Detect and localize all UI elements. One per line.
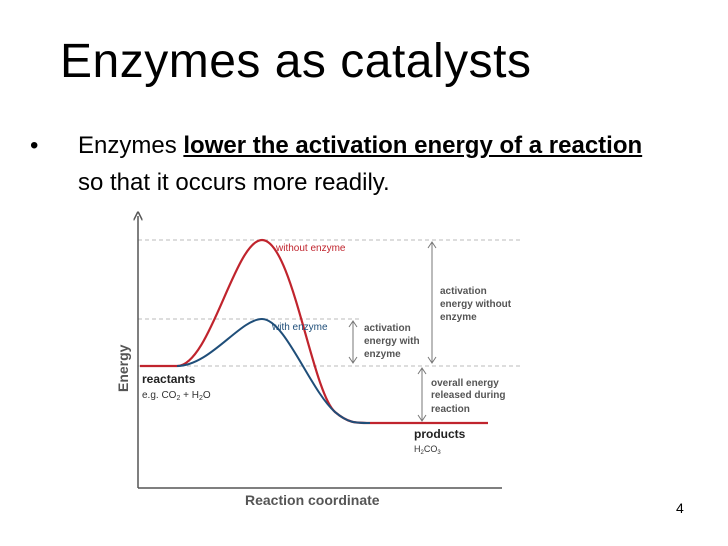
activation-with-line-2: energy with (364, 336, 420, 347)
arrow-down-tip-overall (417, 414, 427, 422)
reactants-ex-mid: + H (180, 390, 199, 401)
products-f-prefix: H (414, 444, 421, 454)
annotation-activation-without-enzyme: activation energy without enzyme (440, 286, 514, 323)
arrow-down-tip-with (348, 356, 358, 364)
products-f-sub2: 3 (437, 450, 441, 456)
arrow-down-tip-without (427, 356, 437, 364)
products-f-sub1: 2 (421, 450, 425, 456)
reactants-ex-prefix: e.g. CO (142, 390, 177, 401)
overall-line-2: released during (431, 390, 505, 401)
bullet-point: • Enzymes lower the activation energy of… (30, 127, 670, 201)
label-without-enzyme: without enzyme (275, 243, 346, 254)
bullet-marker: • (30, 132, 39, 159)
reactants-example: e.g. CO2 + H2O (142, 390, 211, 402)
slide-title: Enzymes as catalysts (60, 35, 532, 88)
x-axis-label: Reaction coordinate (245, 492, 380, 508)
products-formula: H2CO3 (414, 444, 441, 456)
reactants-label: reactants (142, 372, 196, 386)
products-f-mid: CO (424, 444, 438, 454)
arrow-up-tip-without (427, 241, 437, 249)
reactants-ex-suffix: O (203, 390, 211, 401)
annotation-overall-energy: overall energy released during reaction (431, 378, 508, 415)
activation-with-line-3: enzyme (364, 349, 401, 360)
y-axis-label: Energy (115, 344, 131, 392)
arrow-up-tip-with (348, 320, 358, 328)
activation-with-line-1: activation (364, 323, 411, 334)
activation-without-line-1: activation (440, 286, 487, 297)
activation-without-line-2: energy without (440, 299, 512, 310)
overall-line-3: reaction (431, 404, 470, 415)
bullet-prefix: Enzymes (78, 132, 184, 159)
overall-line-1: overall energy (431, 378, 499, 389)
curve-with-enzyme (176, 317, 371, 424)
label-with-enzyme: with enzyme (271, 322, 328, 333)
annotation-activation-with-enzyme: activation energy with enzyme (364, 323, 422, 360)
products-label: products (414, 427, 466, 441)
activation-without-line-3: enzyme (440, 312, 477, 323)
arrow-up-tip-overall (417, 367, 427, 375)
reactants-ex-sub1: 2 (176, 395, 180, 402)
bullet-emphasis: lower the activation energy of a reactio… (183, 132, 643, 159)
bullet-text: Enzymes lower the activation energy of a… (78, 127, 670, 201)
slide-number: 4 (676, 500, 684, 516)
reactants-ex-sub2: 2 (199, 395, 203, 402)
bullet-suffix: so that it occurs more readily. (78, 169, 390, 196)
